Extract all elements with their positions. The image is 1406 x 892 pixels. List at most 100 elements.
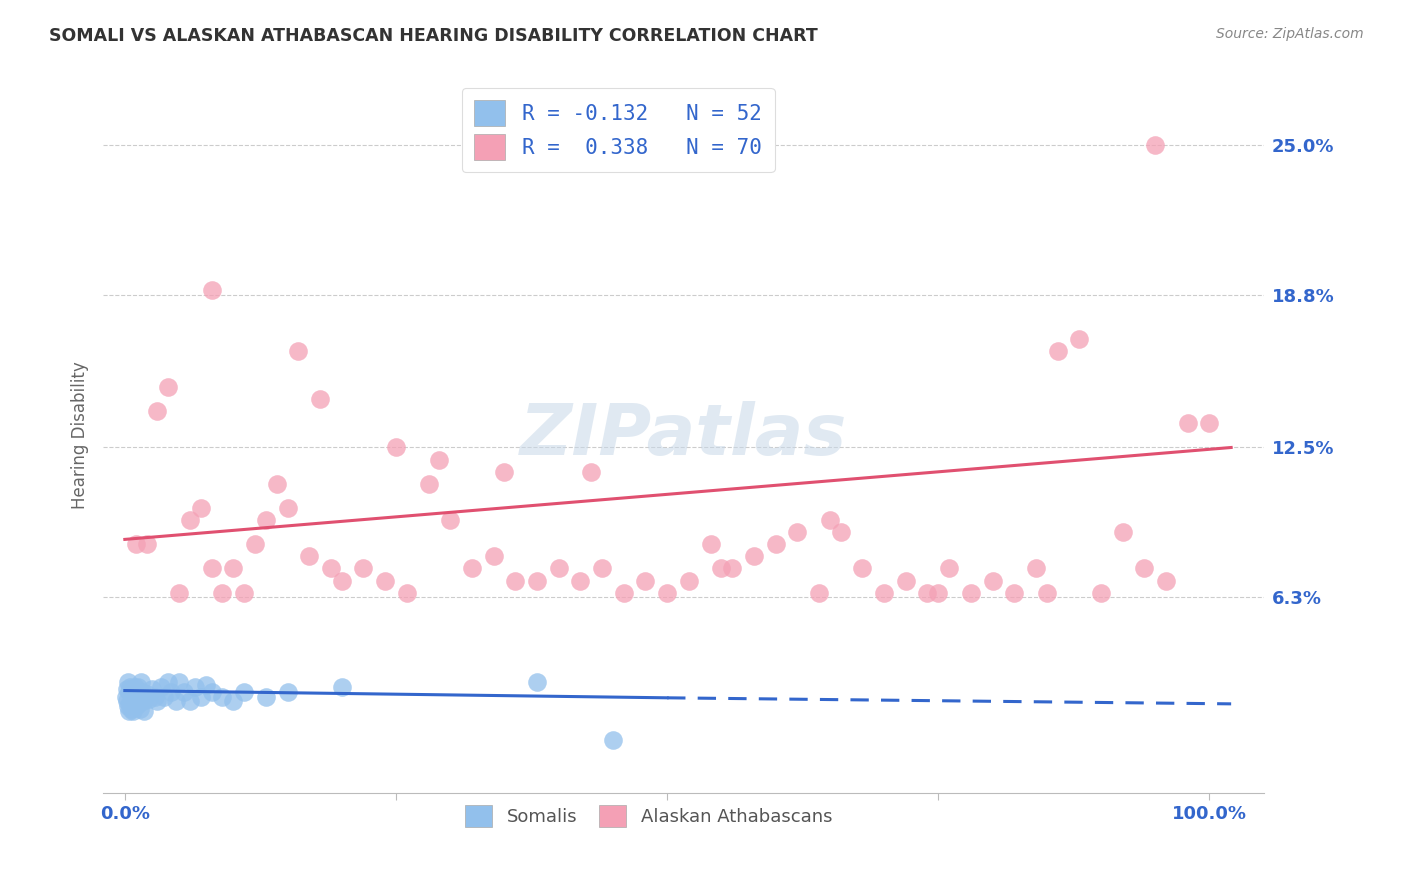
Point [395, 585, 418, 599]
Point [254, 690, 277, 704]
Point [121, 694, 143, 708]
Point [118, 704, 141, 718]
Point [1046, 343, 1069, 358]
Point [149, 680, 172, 694]
Point [173, 685, 195, 699]
Point [699, 537, 721, 551]
Point [1111, 525, 1133, 540]
Point [765, 537, 787, 551]
Point [120, 687, 142, 701]
Point [427, 452, 450, 467]
Point [131, 685, 153, 699]
Point [141, 682, 163, 697]
Y-axis label: Hearing Disability: Hearing Disability [72, 361, 89, 509]
Point [211, 585, 233, 599]
Point [124, 699, 146, 714]
Point [418, 476, 440, 491]
Point [461, 561, 484, 575]
Point [807, 585, 830, 599]
Point [710, 561, 733, 575]
Legend: Somalis, Alaskan Athabascans: Somalis, Alaskan Athabascans [458, 798, 839, 834]
Point [927, 585, 949, 599]
Point [157, 380, 180, 394]
Point [179, 694, 201, 708]
Point [167, 585, 190, 599]
Point [167, 675, 190, 690]
Point [115, 690, 138, 704]
Point [190, 500, 212, 515]
Point [190, 690, 212, 704]
Point [547, 561, 569, 575]
Point [165, 694, 187, 708]
Point [385, 441, 408, 455]
Point [938, 561, 960, 575]
Point [120, 697, 142, 711]
Point [330, 574, 353, 588]
Point [157, 675, 180, 690]
Point [117, 699, 139, 714]
Point [138, 692, 160, 706]
Point [439, 513, 461, 527]
Point [721, 561, 744, 575]
Point [655, 585, 678, 599]
Point [569, 574, 592, 588]
Point [127, 697, 149, 711]
Point [122, 704, 145, 718]
Point [613, 585, 636, 599]
Point [128, 687, 150, 701]
Point [851, 561, 873, 575]
Point [602, 733, 624, 747]
Point [1035, 585, 1057, 599]
Point [200, 283, 222, 297]
Point [200, 685, 222, 699]
Point [786, 525, 808, 540]
Point [276, 500, 298, 515]
Point [254, 513, 277, 527]
Point [526, 574, 548, 588]
Point [153, 690, 176, 704]
Point [1144, 138, 1167, 153]
Point [222, 561, 245, 575]
Point [134, 704, 156, 718]
Point [124, 680, 146, 694]
Point [1133, 561, 1156, 575]
Point [830, 525, 852, 540]
Point [143, 690, 166, 704]
Point [129, 702, 152, 716]
Point [243, 537, 266, 551]
Point [146, 694, 169, 708]
Point [125, 690, 148, 704]
Point [319, 561, 342, 575]
Point [579, 465, 602, 479]
Point [634, 574, 657, 588]
Point [1002, 585, 1025, 599]
Point [222, 694, 245, 708]
Point [276, 685, 298, 699]
Point [959, 585, 981, 599]
Point [287, 343, 309, 358]
Point [200, 561, 222, 575]
Point [211, 690, 233, 704]
Point [894, 574, 917, 588]
Point [482, 549, 505, 564]
Point [678, 574, 700, 588]
Point [233, 585, 256, 599]
Text: SOMALI VS ALASKAN ATHABASCAN HEARING DISABILITY CORRELATION CHART: SOMALI VS ALASKAN ATHABASCAN HEARING DIS… [49, 27, 818, 45]
Point [266, 476, 288, 491]
Point [591, 561, 613, 575]
Point [117, 675, 139, 690]
Text: ZIPatlas: ZIPatlas [520, 401, 846, 470]
Point [1090, 585, 1112, 599]
Point [309, 392, 332, 406]
Point [1154, 574, 1177, 588]
Point [503, 574, 526, 588]
Point [124, 685, 146, 699]
Point [330, 680, 353, 694]
Point [818, 513, 841, 527]
Point [120, 702, 142, 716]
Point [981, 574, 1004, 588]
Point [129, 675, 152, 690]
Point [146, 404, 169, 418]
Point [742, 549, 765, 564]
Point [1198, 417, 1220, 431]
